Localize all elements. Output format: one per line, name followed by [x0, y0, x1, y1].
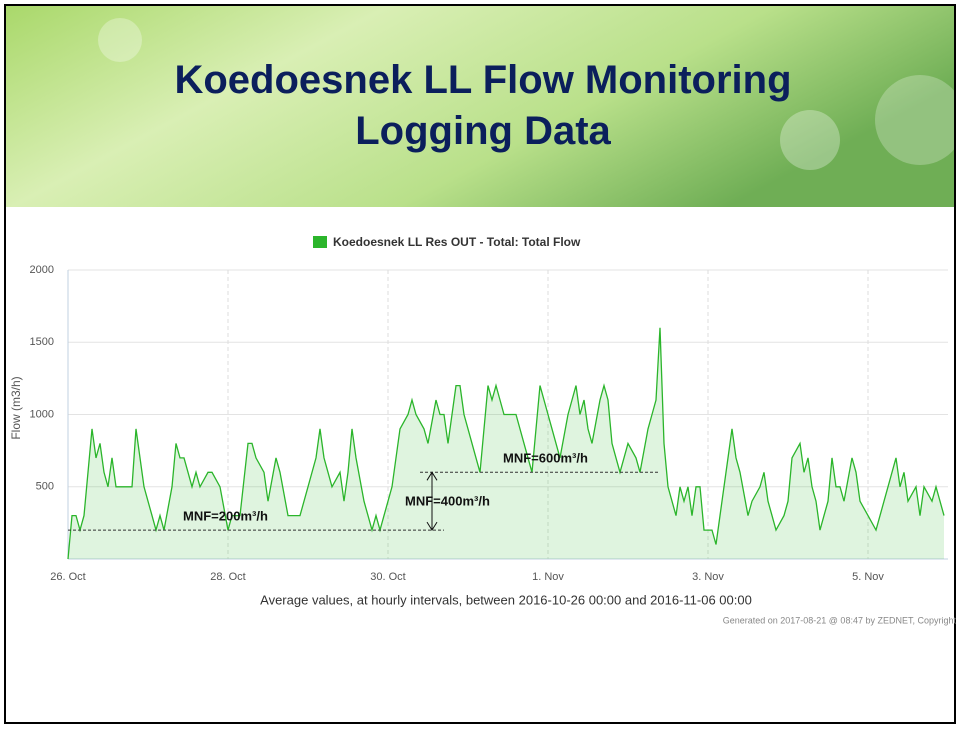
x-tick-label: 1. Nov [532, 571, 564, 583]
legend-swatch [313, 236, 327, 248]
y-tick-label: 1500 [30, 336, 54, 348]
mnf-label: MNF=400m³/h [405, 494, 490, 509]
x-tick-label: 3. Nov [692, 571, 724, 583]
droplet [780, 110, 840, 170]
x-tick-label: 26. Oct [50, 571, 85, 583]
credit: Generated on 2017-08-21 @ 08:47 by ZEDNE… [723, 615, 957, 625]
x-tick-label: 28. Oct [210, 571, 245, 583]
banner [5, 5, 955, 207]
y-axis-label: Flow (m3/h) [9, 376, 23, 439]
area [68, 328, 944, 559]
mnf-label: MNF=600m³/h [503, 451, 588, 466]
slide: Koedoesnek LL Flow MonitoringLogging Dat… [0, 0, 960, 731]
caption: Average values, at hourly intervals, bet… [260, 592, 752, 607]
x-tick-label: 30. Oct [370, 571, 405, 583]
droplet [98, 18, 142, 62]
y-tick-label: 1000 [30, 408, 54, 420]
mnf-label: MNF=200m³/h [183, 509, 268, 524]
y-tick-label: 2000 [30, 264, 54, 276]
legend-label: Koedoesnek LL Res OUT - Total: Total Flo… [333, 235, 581, 249]
x-tick-label: 5. Nov [852, 571, 884, 583]
y-tick-label: 500 [36, 481, 54, 493]
